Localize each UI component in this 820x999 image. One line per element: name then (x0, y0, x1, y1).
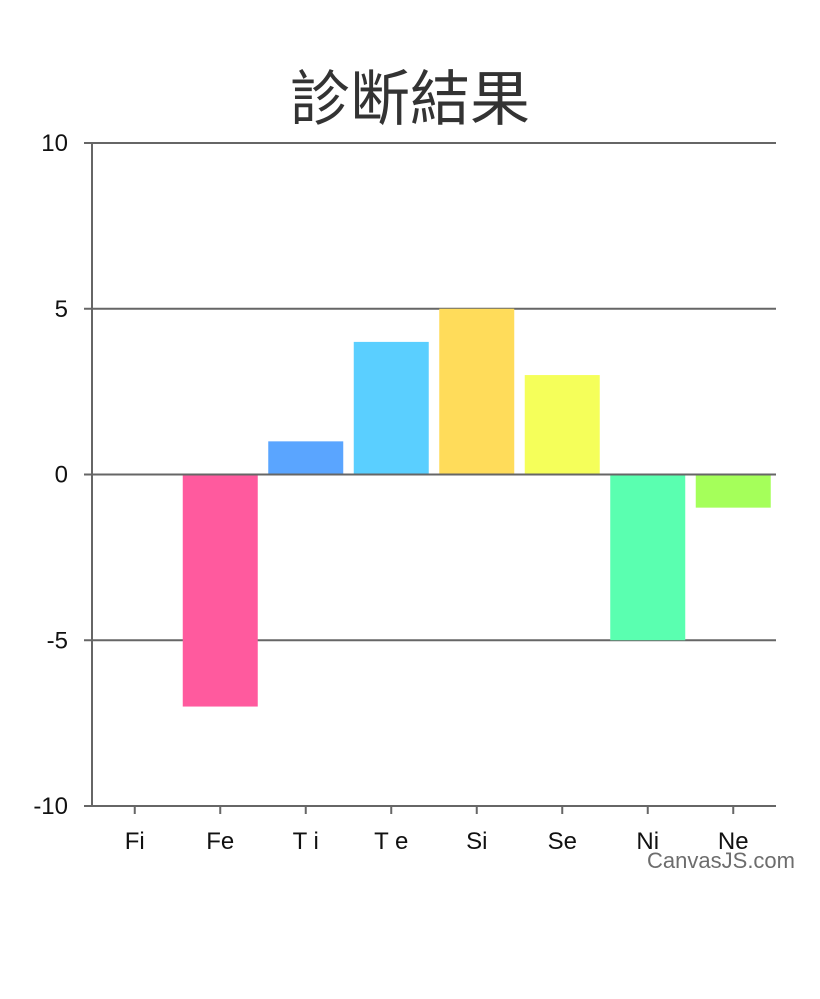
y-tick-label: -10 (33, 793, 68, 820)
axes (84, 142, 776, 814)
x-tick-label: T i (293, 828, 319, 855)
y-tick-label: 10 (41, 130, 68, 157)
x-tick-label: Ni (636, 828, 659, 855)
chart-title: 診断結果 (290, 65, 530, 135)
credit-label[interactable]: CanvasJS.com (647, 848, 795, 873)
bar-se (524, 375, 600, 475)
y-tick-label: 0 (55, 462, 68, 489)
bar-te (353, 341, 429, 475)
y-tick-label: 5 (55, 296, 68, 323)
x-tick-label: T e (374, 828, 408, 855)
tick-labels: 10 5 0 -5 -10 Fi Fe T i T e Si Se Ni Ne (33, 130, 748, 855)
bar-fe (182, 474, 258, 707)
x-tick-label: Fe (206, 828, 234, 855)
bar-ni (610, 474, 686, 641)
bar-series (182, 308, 771, 707)
bar-ti (268, 441, 344, 475)
x-tick-label: Se (548, 828, 577, 855)
x-tick-label: Fi (125, 828, 145, 855)
bar-ne (695, 474, 771, 508)
bar-si (439, 308, 515, 475)
y-tick-label: -5 (47, 627, 68, 654)
x-tick-label: Ne (718, 828, 749, 855)
x-tick-label: Si (466, 828, 487, 855)
